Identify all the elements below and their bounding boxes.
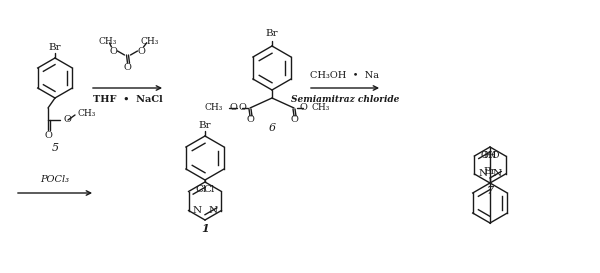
Text: O: O (110, 46, 118, 55)
Text: OH: OH (481, 152, 497, 161)
Text: Semiamitraz chloride: Semiamitraz chloride (291, 96, 399, 105)
Text: Br: Br (484, 168, 496, 177)
Text: N: N (193, 206, 202, 215)
Text: O: O (238, 103, 246, 112)
Text: O: O (63, 115, 71, 124)
Text: O: O (44, 130, 52, 140)
Text: Br: Br (266, 29, 278, 38)
Text: O: O (229, 103, 237, 112)
Text: POCl₃: POCl₃ (41, 176, 70, 185)
Text: Cl: Cl (196, 185, 207, 194)
Text: CH₃: CH₃ (140, 37, 158, 46)
Text: 6: 6 (268, 123, 275, 133)
Text: THF  •  NaCl: THF • NaCl (92, 96, 163, 105)
Text: O: O (290, 115, 298, 124)
Text: Br: Br (199, 120, 211, 129)
Text: 1: 1 (201, 222, 209, 233)
Text: CH₃: CH₃ (78, 108, 97, 117)
Text: CH₃: CH₃ (312, 103, 331, 112)
Text: O: O (299, 103, 307, 112)
Text: N: N (493, 170, 502, 179)
Text: 5: 5 (52, 143, 59, 153)
Text: O: O (137, 46, 145, 55)
Text: CH₃: CH₃ (98, 37, 116, 46)
Text: Cl: Cl (203, 185, 214, 194)
Text: CH₃OH  •  Na: CH₃OH • Na (311, 70, 380, 79)
Text: 7: 7 (487, 186, 494, 196)
Text: CH₃: CH₃ (205, 103, 223, 112)
Text: N: N (478, 170, 488, 179)
Text: O: O (246, 115, 254, 124)
Text: O: O (124, 63, 131, 72)
Text: Br: Br (49, 43, 61, 52)
Text: N: N (208, 206, 217, 215)
Text: HO: HO (483, 152, 500, 161)
